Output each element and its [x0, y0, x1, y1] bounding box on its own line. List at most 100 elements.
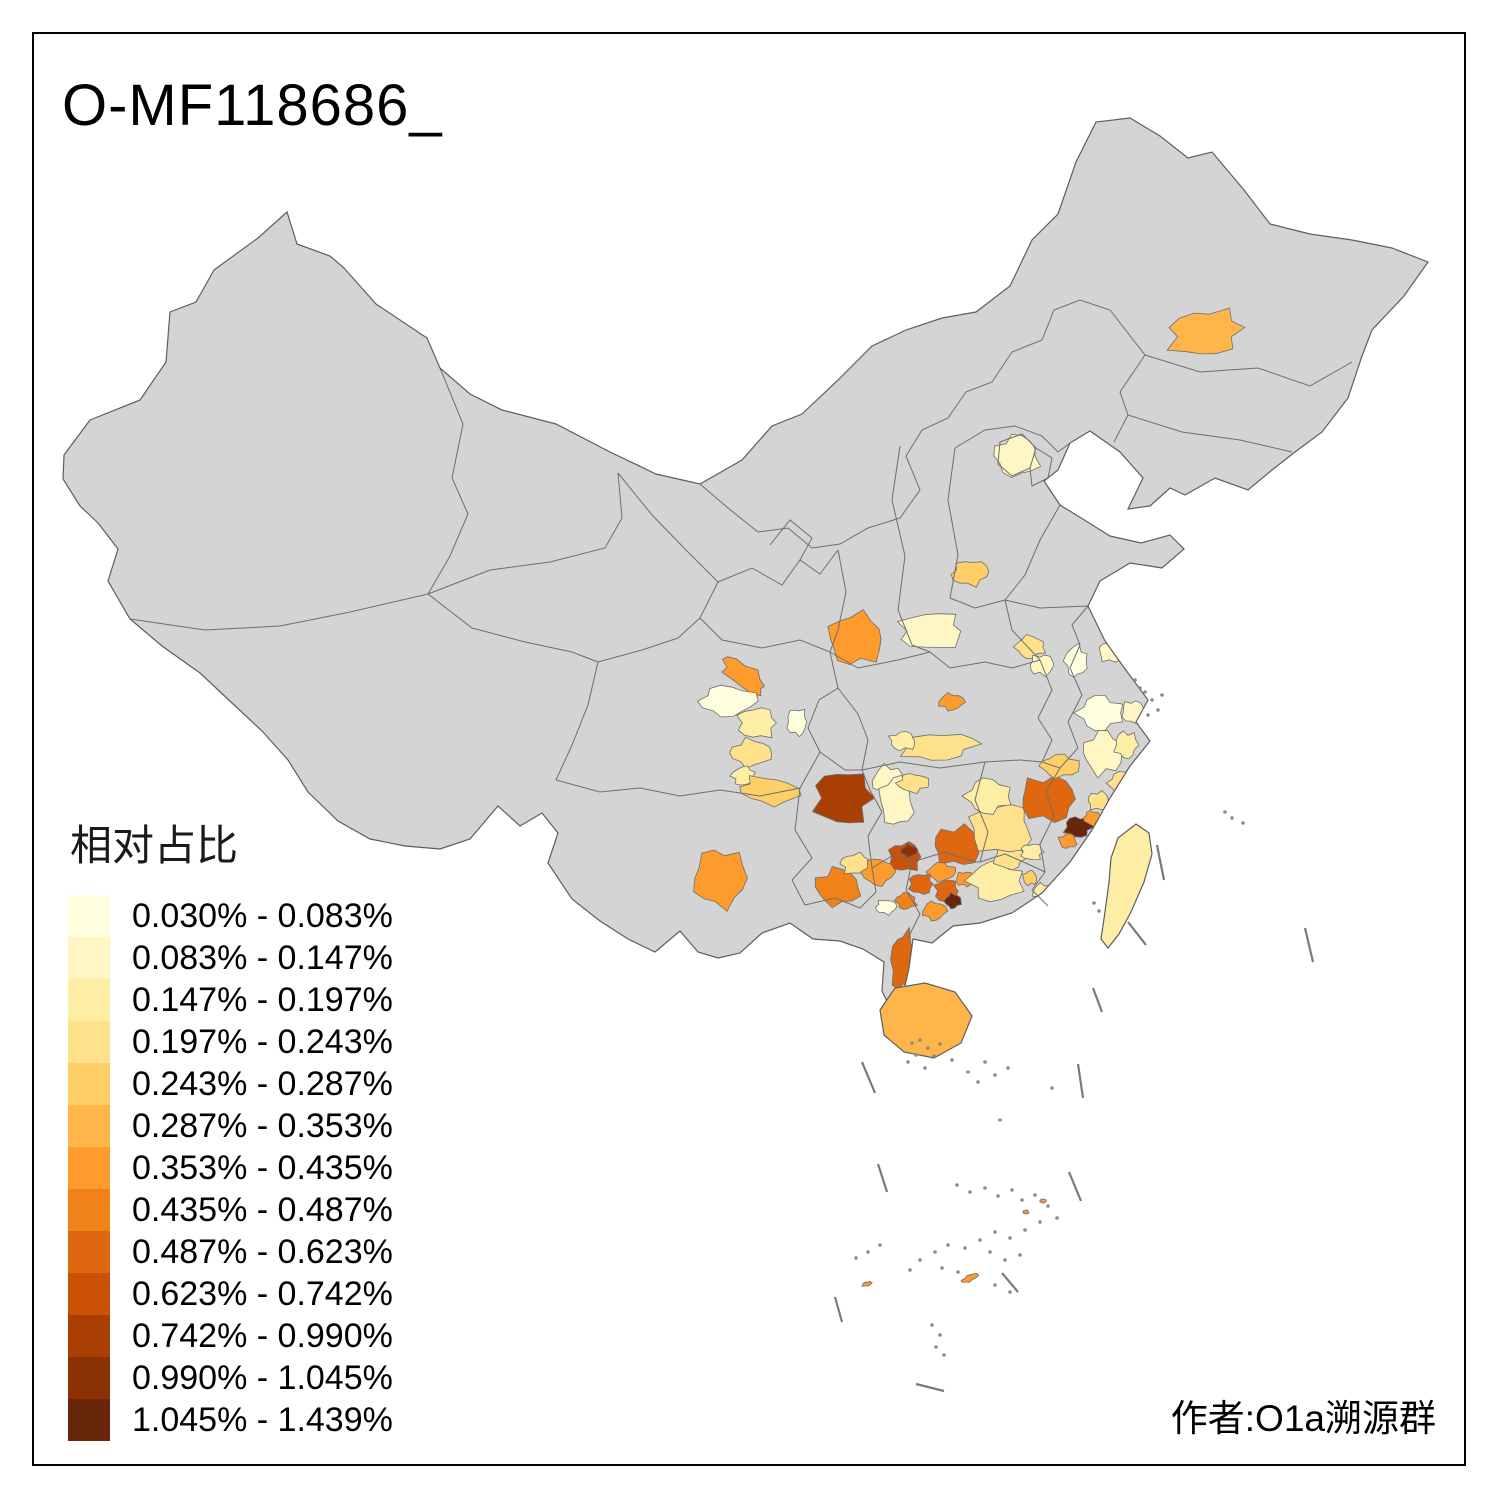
islet-speck — [908, 1268, 912, 1272]
prefecture-region — [894, 773, 930, 795]
legend-row: 0.742% - 0.990% — [68, 1315, 393, 1357]
legend-swatch — [68, 937, 110, 979]
islet-speck — [993, 1073, 997, 1077]
legend-swatch — [68, 1189, 110, 1231]
legend-title: 相对占比 — [70, 822, 239, 869]
legend-swatch — [68, 1357, 110, 1399]
islet-speck — [1008, 1236, 1012, 1240]
prefecture-region — [1022, 775, 1076, 823]
legend-row: 1.045% - 1.439% — [68, 1399, 393, 1441]
islet-speck — [930, 1323, 934, 1327]
legend-row: 0.623% - 0.742% — [68, 1273, 393, 1315]
legend-row: 0.197% - 0.243% — [68, 1021, 393, 1063]
prefecture-region — [893, 892, 918, 910]
legend-label: 0.623% - 0.742% — [132, 1274, 393, 1313]
legend-swatch — [68, 1021, 110, 1063]
sea-islets — [854, 678, 1245, 1357]
islet-speck — [1020, 1198, 1024, 1202]
prefecture-region — [1020, 843, 1045, 861]
legend-label: 0.435% - 0.487% — [132, 1190, 393, 1229]
mainland-coastline — [62, 117, 1429, 1018]
prefecture-region — [950, 561, 990, 588]
legend-swatch — [68, 1399, 110, 1441]
islet-speck — [993, 1283, 997, 1287]
islet-speck — [1010, 1188, 1014, 1192]
prefecture-region — [1062, 642, 1088, 678]
prefecture-region — [896, 613, 962, 648]
islet-speck — [996, 1194, 1000, 1198]
islet-speck — [1241, 821, 1245, 825]
prefecture-region — [1098, 640, 1125, 663]
legend-label: 0.353% - 0.435% — [132, 1148, 393, 1187]
legend-label: 0.243% - 0.287% — [132, 1064, 393, 1103]
islet-speck — [978, 1238, 982, 1242]
islet-speck — [963, 1246, 967, 1250]
islet-speck — [966, 1070, 970, 1074]
hainan-island — [879, 982, 973, 1059]
prefecture-region — [925, 861, 956, 883]
legend-label: 0.287% - 0.353% — [132, 1106, 393, 1145]
islet-speck — [1156, 708, 1160, 712]
prefecture-region — [1113, 730, 1140, 760]
islet-speck — [1230, 816, 1234, 820]
prefecture-region — [934, 823, 980, 865]
legend-row: 0.147% - 0.197% — [68, 979, 393, 1021]
islet-speck — [1006, 1066, 1010, 1070]
islet-speck — [1143, 690, 1147, 694]
prefecture-region — [786, 708, 808, 738]
islet-speck — [866, 1250, 870, 1254]
islet-speck — [956, 1270, 960, 1274]
prefecture-region — [899, 733, 983, 761]
prefecture-region — [1166, 307, 1246, 355]
islet-speck — [918, 1038, 922, 1042]
legend-row: 0.287% - 0.353% — [68, 1105, 393, 1147]
islet-speck — [932, 1054, 936, 1058]
prefecture-region — [943, 892, 962, 910]
prefecture-region — [875, 899, 898, 917]
islet-speck — [1133, 678, 1137, 682]
islet-speck — [938, 1042, 942, 1046]
islet-speck — [878, 1243, 882, 1247]
legend-swatch — [68, 1105, 110, 1147]
legend-label: 0.487% - 0.623% — [132, 1232, 393, 1271]
islet-speck — [933, 1250, 937, 1254]
prefecture-region — [729, 736, 772, 769]
islet-speck — [914, 1053, 918, 1057]
prefecture-region — [1021, 869, 1037, 887]
legend-row: 0.083% - 0.147% — [68, 937, 393, 979]
legend-swatch — [68, 1063, 110, 1105]
prefecture-region — [900, 843, 919, 859]
islet-speck — [1008, 1290, 1012, 1294]
prefecture-region — [887, 731, 916, 752]
legend-label: 0.990% - 1.045% — [132, 1358, 393, 1397]
islet-speck — [926, 1046, 930, 1050]
islet-speck — [1146, 713, 1150, 717]
islet-speck — [1150, 698, 1154, 702]
legend-label: 0.030% - 0.083% — [132, 896, 393, 935]
legend-rows: 0.030% - 0.083% 0.083% - 0.147% 0.147% - 0… — [68, 895, 393, 1441]
islet-speck — [1050, 1086, 1054, 1090]
nine-dash-line — [833, 844, 1315, 1393]
islet-speck — [1097, 909, 1101, 913]
islet-speck — [942, 1353, 946, 1357]
islet-speck — [998, 1118, 1002, 1122]
islet-speck — [1046, 1204, 1050, 1208]
islet-speck — [854, 1256, 858, 1260]
islet-speck — [1138, 686, 1142, 690]
prefecture-region — [1057, 833, 1078, 849]
islet-speck — [993, 1230, 997, 1234]
legend-label: 1.045% - 1.439% — [132, 1400, 393, 1439]
islet-speck — [983, 1186, 987, 1190]
taiwan-island — [1100, 823, 1153, 949]
prefecture-region — [811, 773, 876, 824]
attribution-text: 作者:O1a溯源群 — [1170, 1398, 1436, 1439]
islet-speck — [946, 1243, 950, 1247]
legend-swatch — [68, 979, 110, 1021]
legend-label: 0.197% - 0.243% — [132, 1022, 393, 1061]
islet-speck — [938, 1333, 942, 1337]
legend-row: 0.990% - 1.045% — [68, 1357, 393, 1399]
islet-speck — [1160, 693, 1164, 697]
legend-swatch — [68, 1147, 110, 1189]
prefecture-region — [693, 849, 748, 912]
